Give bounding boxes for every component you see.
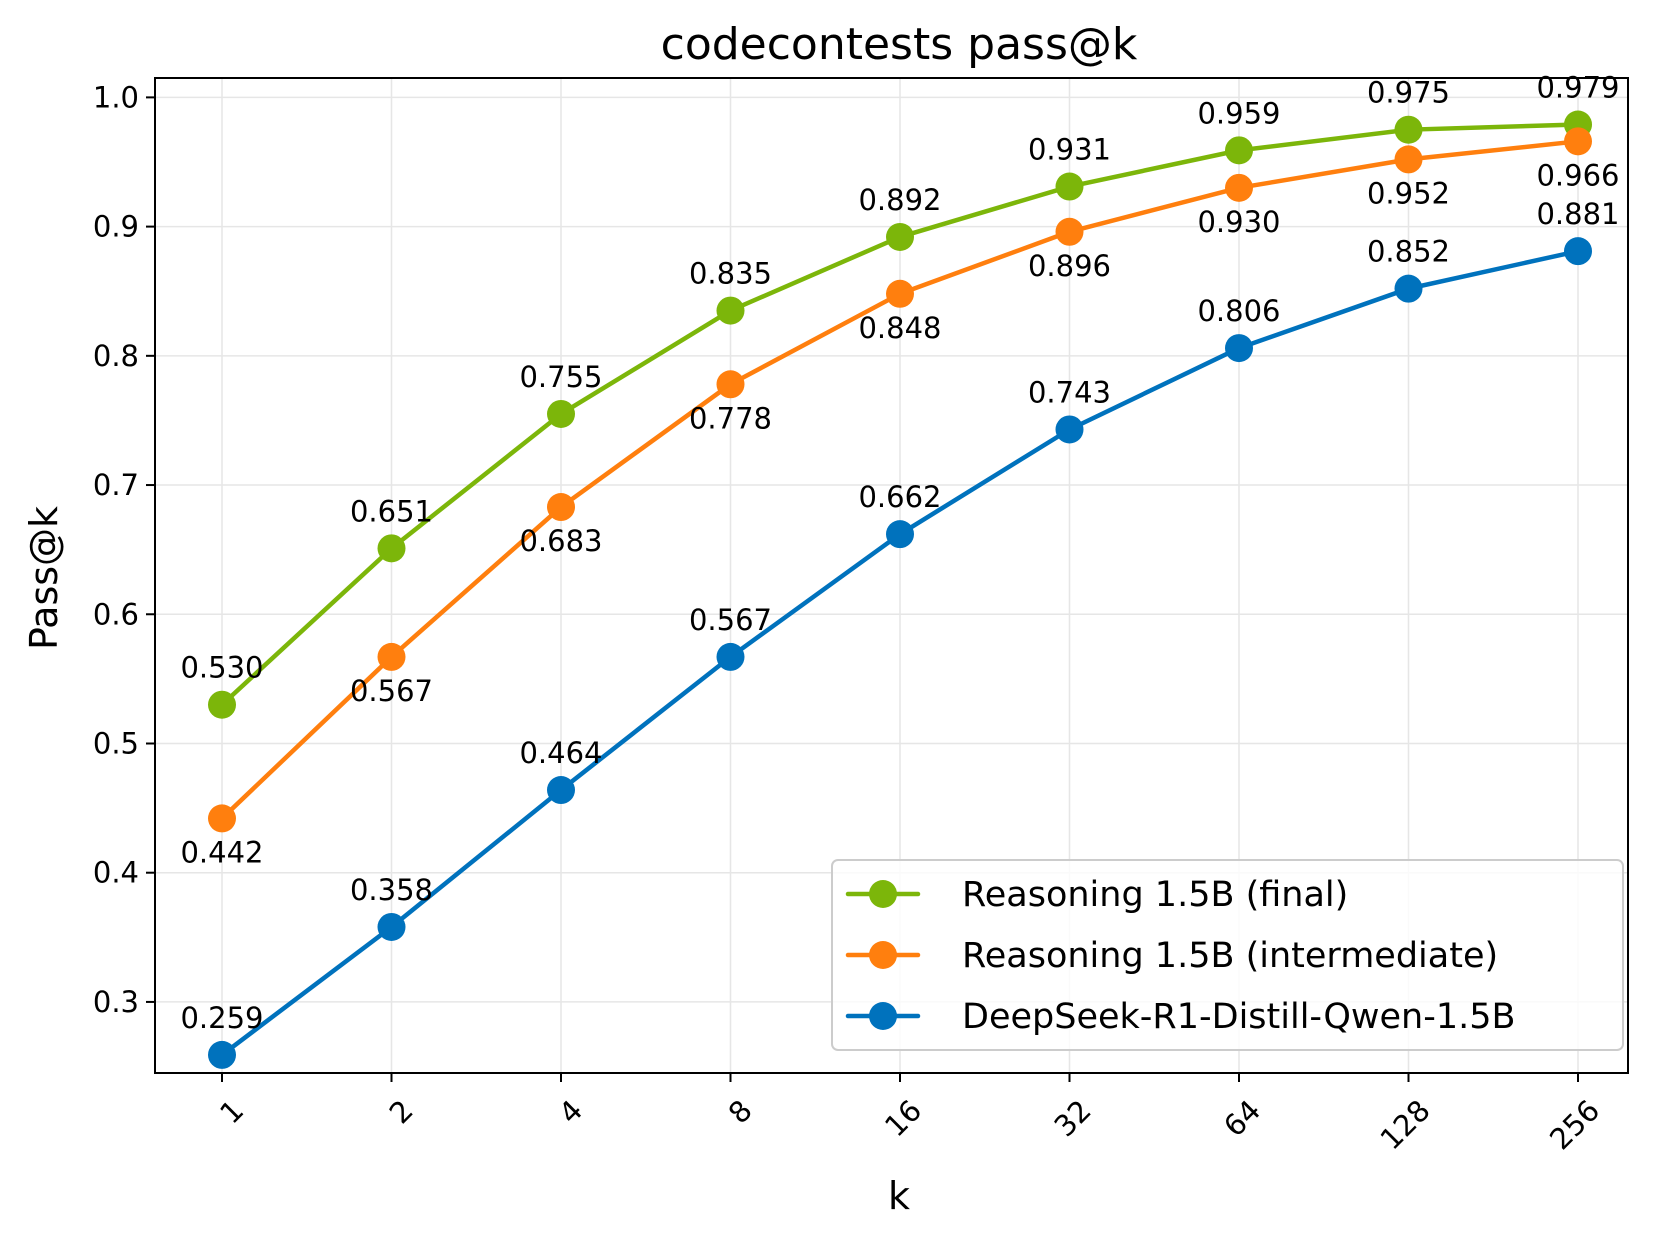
data-point [1225,334,1253,363]
data-label: 0.567 [350,674,433,708]
data-label: 0.743 [1028,375,1111,409]
data-point [886,520,914,549]
data-label: 0.892 [858,183,941,217]
data-label: 0.952 [1367,176,1450,210]
legend-swatch-marker [869,1002,897,1030]
data-point [1055,217,1084,246]
data-label: 0.975 [1367,76,1450,110]
data-point [547,399,575,428]
legend: Reasoning 1.5B (final) Reasoning 1.5B (in… [831,859,1624,1051]
data-label: 0.464 [519,736,602,770]
data-label: 0.959 [1197,96,1280,130]
data-label: 0.835 [689,257,772,291]
data-point [886,279,914,308]
data-label: 0.755 [519,360,602,394]
y-tick-label: 0.6 [93,597,139,631]
data-label: 0.979 [1536,71,1619,105]
data-label: 0.442 [180,835,263,869]
legend-entry-label: Reasoning 1.5B (intermediate) [962,936,1498,976]
data-labels: 0.530 0.651 0.755 0.835 0.892 0.931 0.959 0.975… [180,71,1619,1035]
y-tick-label: 0.4 [93,856,139,890]
data-point [1055,172,1084,201]
legend-swatch-marker [869,941,897,969]
plot-area-frame [154,77,1629,1074]
data-label: 0.930 [1197,205,1280,239]
legend-frame [831,859,1624,1051]
data-point [377,534,406,563]
y-tick-label: 1.0 [93,80,139,114]
y-tick-label: 0.9 [93,210,139,244]
data-point [716,296,745,325]
data-label: 0.778 [689,401,772,435]
data-point [1564,127,1592,156]
data-label: 0.931 [1028,133,1111,167]
data-label: 0.881 [1536,197,1619,231]
data-label: 0.530 [180,651,263,685]
y-tick-label: 0.5 [93,726,139,760]
data-point [547,776,575,805]
data-label: 0.966 [1536,158,1619,192]
data-point [1055,415,1084,444]
data-point [208,690,236,719]
data-point [886,222,914,251]
data-point [208,1040,236,1069]
data-point [1394,145,1423,174]
y-tick-label: 0.7 [93,468,139,502]
data-point [377,912,406,941]
data-point [1225,136,1253,165]
data-label: 0.806 [1197,294,1280,328]
series-layer [208,110,1592,1069]
y-tick-label: 0.3 [93,985,139,1019]
chart-title: codecontests pass@k [661,19,1138,70]
x-tick-label: 32 [1048,1093,1098,1143]
data-label: 0.567 [689,603,772,637]
data-label: 0.896 [1028,249,1111,283]
data-point [1564,237,1592,266]
data-label: 0.852 [1367,235,1450,269]
x-tick-label: 1 [213,1093,250,1130]
x-tick-label: 256 [1543,1093,1606,1156]
data-label: 0.662 [858,480,941,514]
x-tick-label: 4 [552,1093,589,1130]
data-point [716,370,745,399]
legend-entry-label: Reasoning 1.5B (final) [962,875,1348,915]
data-point [1394,115,1423,144]
legend-entry-label: DeepSeek-R1-Distill-Qwen-1.5B [962,997,1516,1037]
x-tick-label: 16 [878,1093,928,1143]
y-axis-label: Pass@k [22,506,66,650]
data-label: 0.651 [350,494,433,528]
y-tick-label: 0.8 [93,339,139,373]
x-tick-label: 64 [1217,1093,1267,1143]
data-label: 0.259 [180,1001,263,1035]
x-tick-label: 8 [722,1093,759,1130]
legend-swatch-marker [869,880,897,908]
data-label: 0.683 [519,524,602,558]
data-point [1225,173,1253,202]
data-label: 0.848 [858,311,941,345]
data-point [716,642,745,671]
data-point [377,642,406,671]
data-point [1394,274,1423,303]
data-label: 0.358 [350,873,433,907]
data-point [208,804,236,833]
x-axis-label: k [888,1174,910,1218]
x-tick-label: 2 [383,1093,420,1130]
x-tick-label: 128 [1374,1093,1437,1156]
data-point [547,493,575,522]
